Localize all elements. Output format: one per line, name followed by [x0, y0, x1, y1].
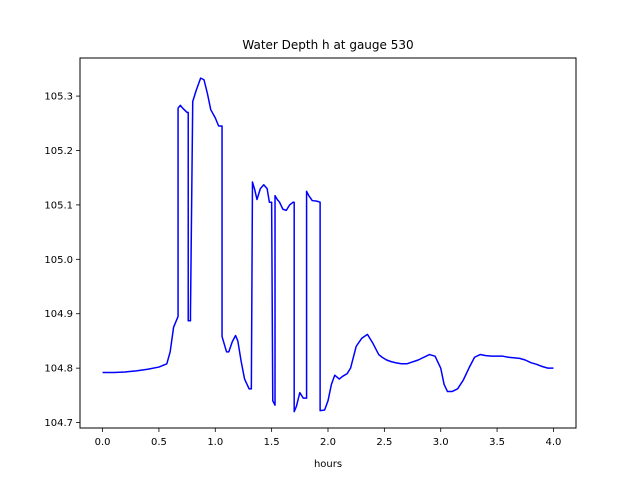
x-tick-label: 3.5 [489, 437, 505, 448]
x-axis-label: hours [314, 459, 342, 470]
plot-frame [79, 57, 577, 429]
plot-area [102, 77, 554, 413]
chart-title: Water Depth h at gauge 530 [242, 38, 413, 52]
y-tick-label: 104.9 [44, 309, 73, 320]
y-tick-label: 105.3 [44, 92, 73, 103]
x-tick-label: 3.0 [433, 437, 449, 448]
x-tick-label: 4.0 [546, 437, 562, 448]
x-tick-label: 0.5 [151, 437, 167, 448]
y-tick-label: 105.0 [44, 255, 73, 266]
y-axis-ticks: 104.7 104.8 104.9 105.0 105.1 105.2 105.3 [44, 92, 80, 429]
y-tick-label: 104.7 [44, 418, 73, 429]
x-tick-label: 1.0 [207, 437, 223, 448]
series-line-0 [102, 77, 554, 413]
x-tick-label: 0.0 [95, 437, 111, 448]
x-tick-label: 2.0 [320, 437, 336, 448]
x-tick-label: 1.5 [264, 437, 280, 448]
y-tick-label: 105.1 [44, 200, 73, 211]
x-tick-label: 2.5 [376, 437, 392, 448]
x-axis-ticks: 0.0 0.5 1.0 1.5 2.0 2.5 3.0 3.5 4.0 [95, 428, 562, 448]
y-tick-label: 105.2 [44, 146, 73, 157]
y-tick-label: 104.8 [44, 364, 73, 375]
